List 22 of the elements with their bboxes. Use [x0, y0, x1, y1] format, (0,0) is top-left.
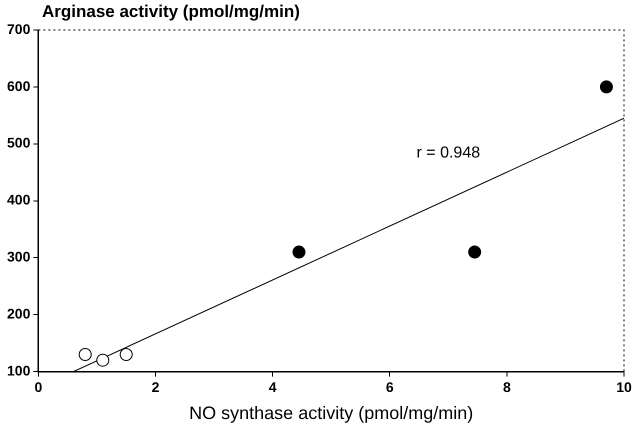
- point: [120, 348, 133, 362]
- x-tick-label: 8: [502, 378, 511, 395]
- annotation: r = 0.948: [416, 144, 480, 162]
- x-tick-label: 6: [386, 378, 394, 395]
- point: [96, 354, 110, 367]
- y-tick-label: 500: [7, 134, 31, 151]
- chart-title: Arginase activity (pmol/mg/min): [42, 2, 300, 22]
- point: [600, 80, 613, 94]
- y-tick-label: 600: [7, 78, 31, 94]
- x-tick-label: 4: [268, 378, 277, 395]
- y-tick-label: 300: [7, 248, 31, 265]
- x-axis-title: NO synthase activity (pmol/mg/min): [189, 403, 474, 424]
- y-tick-label: 400: [7, 192, 31, 208]
- x-tick-label: 10: [616, 378, 632, 395]
- y-tick-label: 700: [7, 20, 31, 37]
- x-tick-label: 0: [34, 378, 42, 395]
- y-tick-label: 100: [7, 362, 31, 378]
- x-tick-label: 2: [152, 378, 160, 395]
- y-tick-label: 200: [7, 306, 31, 322]
- point: [292, 246, 306, 259]
- point: [468, 246, 482, 259]
- point: [78, 348, 92, 362]
